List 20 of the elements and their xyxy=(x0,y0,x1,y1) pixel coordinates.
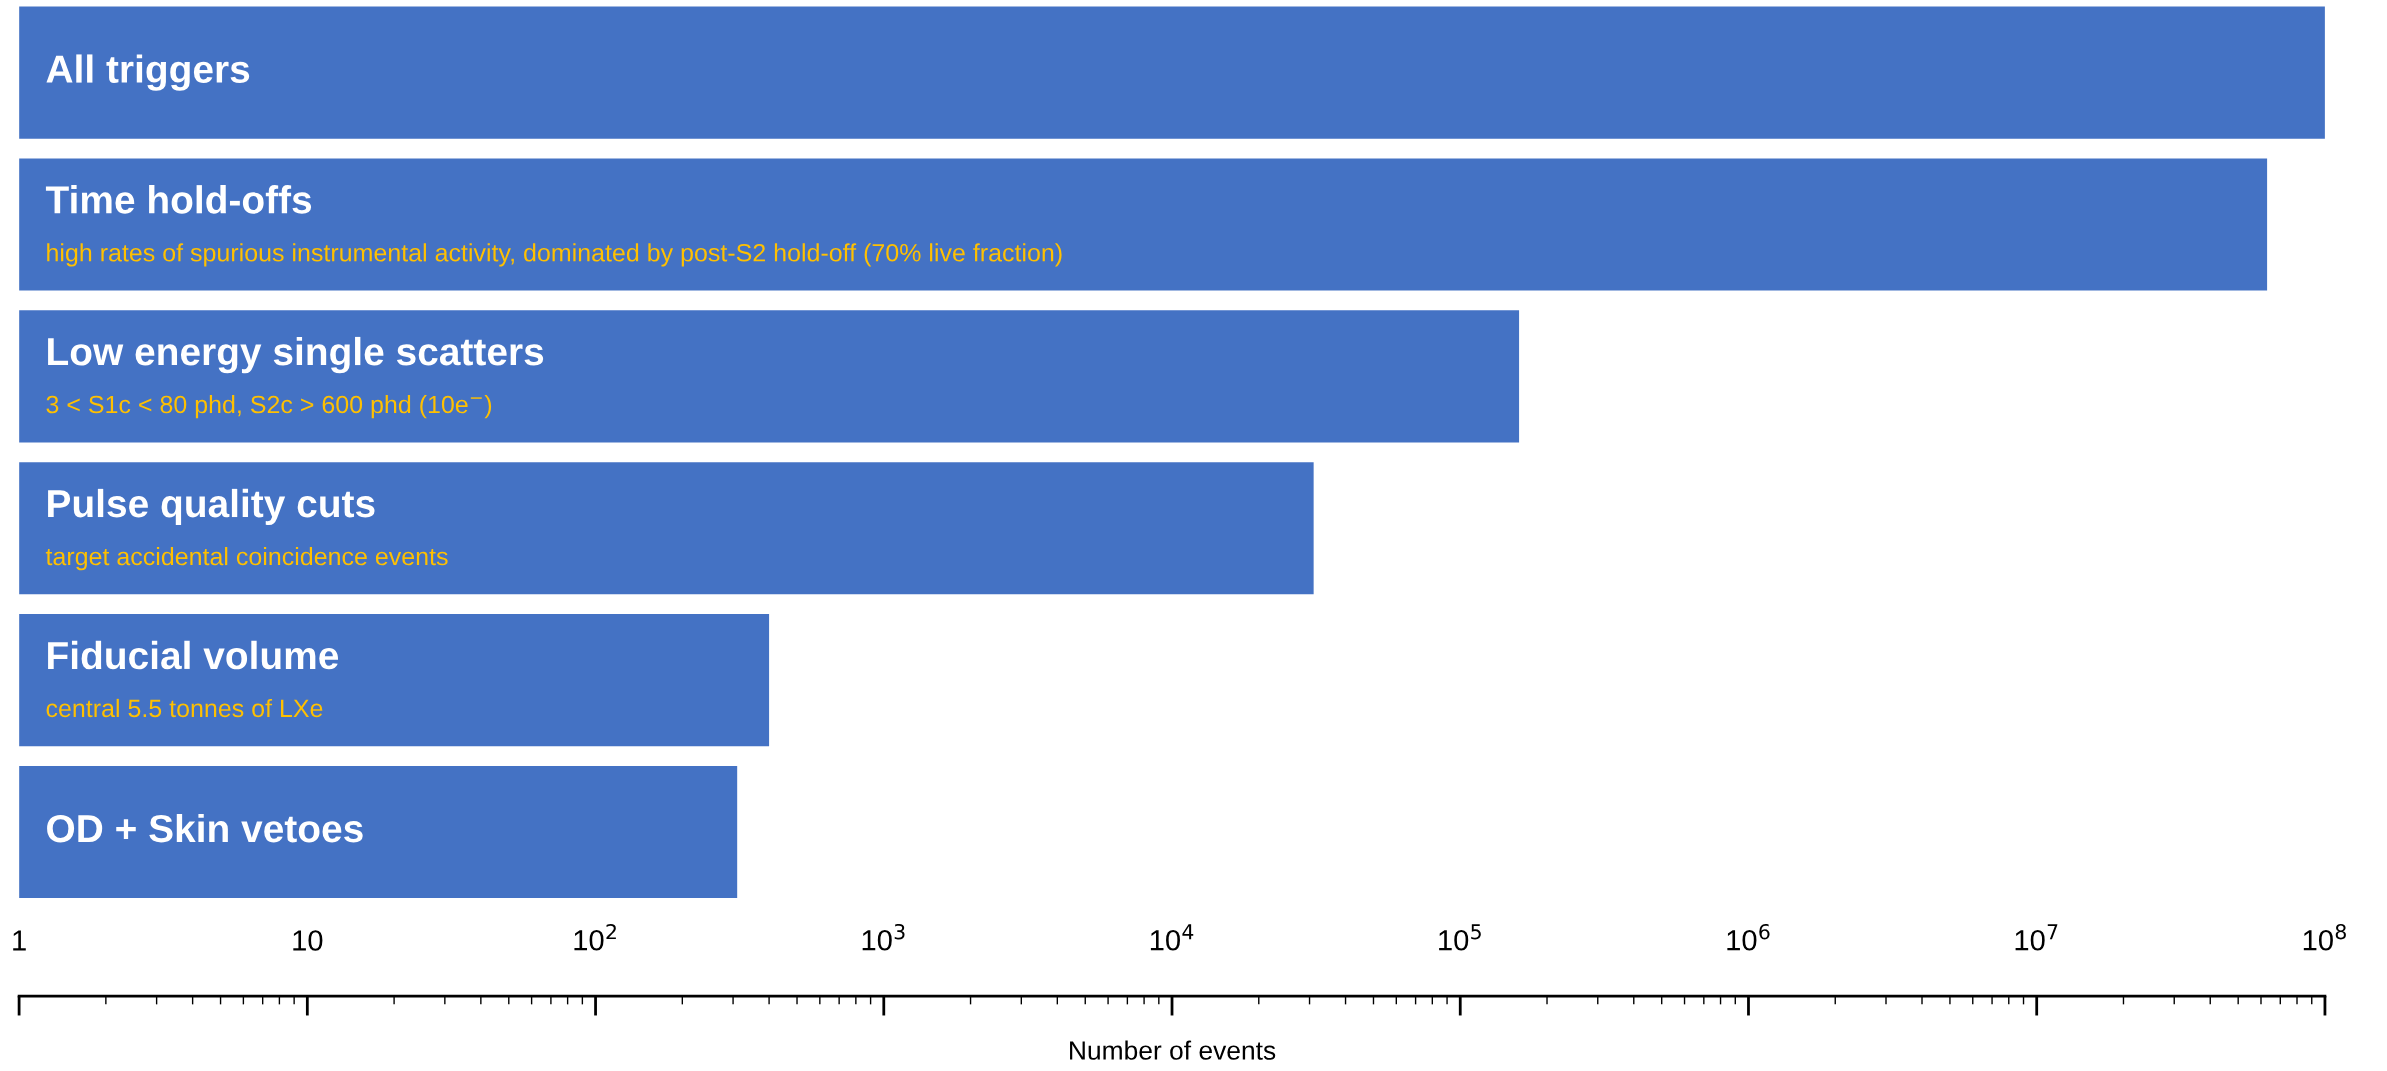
y-tick-label: Pulse quality cuts xyxy=(48,488,375,526)
y-tick-label: Low energy single scatters xyxy=(48,336,544,374)
annotation: 3 < S1c < 80 phd, S2c > 600 phd (10e$^{−}$) xyxy=(46,395,492,419)
annotation: central 5.5 tonnes of LXe xyxy=(46,698,323,718)
x-axis-title: Number of events xyxy=(1070,1040,1276,1060)
y-tick-label: All triggers xyxy=(46,54,250,91)
x-tick-label: 10$^{2}$ xyxy=(574,923,616,951)
x-tick-label: 10$^{4}$ xyxy=(1150,924,1194,951)
y-tick-label: Fiducial volume xyxy=(48,640,339,670)
x-tick-label: 10$^{8}$ xyxy=(2303,923,2346,951)
x-tick-label: 10 xyxy=(293,930,323,951)
annotation: high rates of spurious instrumental activity, dominated by post-S2 hold-off (70% live fraction) xyxy=(47,243,1062,267)
y-tick-label: OD + Skin vetoes xyxy=(47,813,363,843)
x-tick-label: 10$^{5}$ xyxy=(1439,924,1481,951)
annotation: target accidental coincidence events xyxy=(45,546,448,571)
x-tick-label: 10$^{6}$ xyxy=(1727,923,1770,951)
x-tick-label: 10$^{7}$ xyxy=(2015,924,2058,951)
x-tick-label: 10$^{3}$ xyxy=(862,923,905,951)
y-tick-label: Time hold-offs xyxy=(45,185,312,214)
x-tick-label: 1 xyxy=(13,930,26,951)
